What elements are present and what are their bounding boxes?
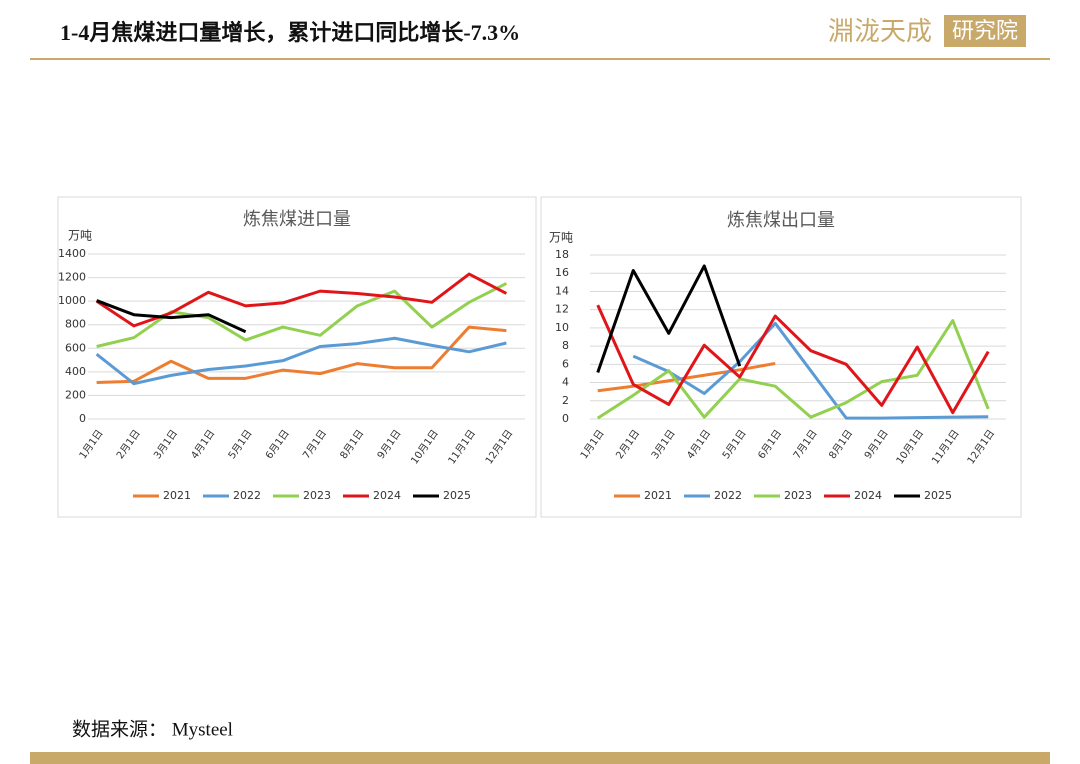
data-line	[596, 304, 990, 415]
source-note: 数据来源： Mysteel	[72, 718, 233, 740]
legend-label: 2025	[924, 489, 952, 502]
chart-title: 炼焦煤进口量	[243, 209, 351, 230]
chart-title: 炼焦煤出口量	[727, 210, 835, 231]
y-tick-label: 0	[562, 412, 569, 425]
y-tick-label: 14	[555, 284, 569, 297]
y-tick-label: 16	[555, 266, 569, 279]
y-tick-label: 800	[65, 318, 86, 331]
chart-frame	[57, 196, 537, 518]
y-tick-label: 0	[79, 412, 86, 425]
chart-frame	[540, 196, 1022, 518]
legend-label: 2023	[303, 489, 331, 502]
y-tick-label: 12	[555, 303, 569, 316]
slide-title: 1-4月焦煤进口量增长，累计进口同比增长-7.3%	[60, 20, 520, 45]
y-tick-label: 18	[555, 248, 569, 261]
legend-label: 2024	[373, 489, 401, 502]
legend-label: 2021	[163, 489, 191, 502]
data-line	[95, 336, 507, 386]
y-tick-label: 1000	[58, 294, 86, 307]
legend-label: 2022	[714, 489, 742, 502]
y-tick-label: 1400	[58, 247, 86, 260]
legend-label: 2022	[233, 489, 261, 502]
y-tick-label: 2	[562, 394, 569, 407]
legend-label: 2024	[854, 489, 882, 502]
y-tick-label: 8	[562, 339, 569, 352]
y-tick-label: 10	[555, 321, 569, 334]
legend-label: 2023	[784, 489, 812, 502]
legend-label: 2025	[443, 489, 471, 502]
data-line	[96, 299, 247, 334]
y-tick-label: 600	[65, 341, 86, 354]
y-axis-unit: 万吨	[68, 229, 92, 243]
data-line	[596, 264, 742, 374]
logo-box	[944, 15, 1026, 47]
y-tick-label: 6	[562, 357, 569, 370]
legend-label: 2021	[644, 489, 672, 502]
y-tick-label: 1200	[58, 271, 86, 284]
y-axis-unit: 万吨	[549, 231, 573, 245]
data-line	[596, 319, 990, 420]
footer-bar	[30, 752, 1050, 764]
y-tick-label: 200	[65, 388, 86, 401]
logo-box-text: 研究院	[952, 19, 1018, 44]
y-tick-label: 400	[65, 365, 86, 378]
data-line	[632, 321, 989, 420]
logo-text: 淵泷天成	[828, 17, 932, 47]
data-line	[95, 272, 508, 328]
data-line	[96, 325, 507, 384]
y-tick-label: 4	[562, 376, 569, 389]
